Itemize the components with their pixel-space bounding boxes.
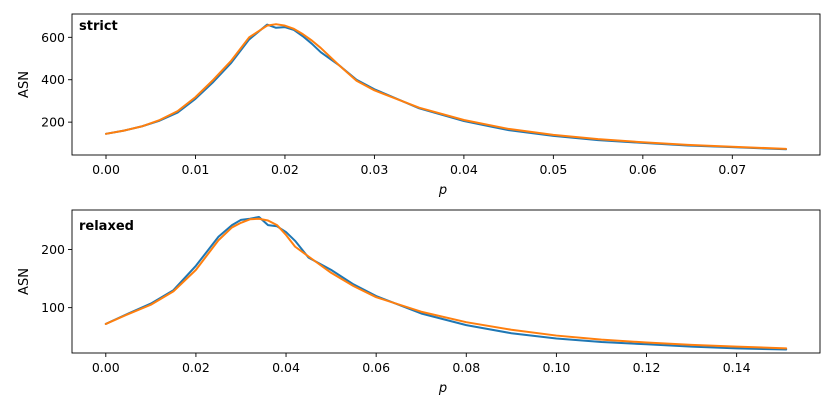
relaxed-xtick-label: 0.00 [92, 360, 120, 375]
relaxed-xtick-label: 0.10 [542, 360, 570, 375]
relaxed-ticks: 0.00 0.02 0.04 0.06 0.08 0.10 0.12 0.14 100 200 [41, 242, 750, 375]
relaxed-xtick-label: 0.14 [723, 360, 751, 375]
strict-series-blue-line [105, 23, 787, 151]
strict-xtick-label: 0.03 [360, 162, 388, 177]
relaxed-plot-frame [71, 209, 821, 354]
relaxed-xtick-label: 0.12 [633, 360, 661, 375]
relaxed-xtick-label: 0.04 [272, 360, 300, 375]
relaxed-title: relaxed [79, 219, 134, 234]
strict-ytick-label: 400 [41, 72, 65, 87]
strict-lines [105, 23, 787, 151]
strict-xtick-label: 0.01 [182, 162, 210, 177]
strict-xtick-label: 0.00 [92, 162, 120, 177]
relaxed-ytick-label: 100 [41, 300, 65, 315]
strict-xtick-label: 0.04 [450, 162, 478, 177]
strict-xlabel: p [438, 183, 447, 198]
relaxed-xtick-label: 0.08 [452, 360, 480, 375]
strict-ytick-label: 200 [41, 115, 65, 130]
relaxed-xtick-label: 0.06 [362, 360, 390, 375]
strict-series-orange-line [105, 23, 787, 150]
strict-ticks: 0.00 0.01 0.02 0.03 0.04 0.05 0.06 0.07 200 400 60… [41, 30, 746, 177]
strict-xtick-label: 0.07 [718, 162, 746, 177]
strict-plot-frame [71, 13, 821, 156]
relaxed-series-orange-line [104, 217, 788, 350]
strict-xtick-label: 0.05 [539, 162, 567, 177]
strict-ylabel: ASN [17, 71, 32, 98]
strict-xtick-label: 0.02 [271, 162, 299, 177]
relaxed-panel: relaxed ASN p 0.00 0.02 0.04 0.06 0.08 0.10 0.… [17, 209, 821, 396]
relaxed-lines [104, 215, 788, 351]
relaxed-xtick-label: 0.02 [182, 360, 210, 375]
relaxed-ylabel: ASN [17, 268, 32, 295]
strict-xtick-label: 0.06 [629, 162, 657, 177]
strict-title: strict [79, 19, 118, 34]
relaxed-series-blue-line [104, 215, 788, 351]
strict-panel: strict ASN p 0.00 0.01 0.02 0.03 0.04 0.05 0.0… [17, 13, 821, 198]
relaxed-ytick-label: 200 [41, 242, 65, 257]
relaxed-xlabel: p [438, 381, 447, 396]
strict-ytick-label: 600 [41, 30, 65, 45]
